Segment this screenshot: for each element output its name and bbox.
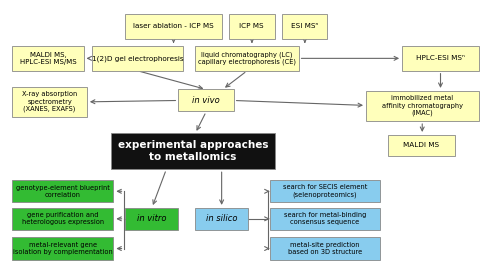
FancyBboxPatch shape (125, 208, 178, 230)
Text: in silico: in silico (206, 214, 237, 223)
FancyBboxPatch shape (402, 46, 479, 71)
Text: X-ray absorption
spectrometry
(XANES, EXAFS): X-ray absorption spectrometry (XANES, EX… (22, 91, 77, 112)
FancyBboxPatch shape (270, 208, 380, 230)
Text: genotype-element blueprint
correlation: genotype-element blueprint correlation (16, 185, 110, 198)
FancyBboxPatch shape (12, 87, 87, 117)
FancyBboxPatch shape (270, 237, 380, 260)
Text: HPLC-ESI MSⁿ: HPLC-ESI MSⁿ (416, 55, 465, 61)
Text: ICP MS: ICP MS (240, 23, 264, 29)
Text: immobilized metal
affinity chromatography
(IMAC): immobilized metal affinity chromatograph… (382, 95, 463, 116)
FancyBboxPatch shape (229, 14, 274, 39)
FancyBboxPatch shape (125, 14, 221, 39)
Text: experimental approaches
to metallomics: experimental approaches to metallomics (118, 140, 268, 162)
Text: laser ablation - ICP MS: laser ablation - ICP MS (133, 23, 214, 29)
Text: gene purification and
heterologous expression: gene purification and heterologous expre… (22, 212, 104, 225)
Text: metal-relevant gene
isolation by complementation: metal-relevant gene isolation by complem… (13, 242, 113, 255)
FancyBboxPatch shape (12, 46, 84, 71)
FancyBboxPatch shape (195, 46, 298, 71)
FancyBboxPatch shape (282, 14, 327, 39)
FancyBboxPatch shape (178, 90, 234, 111)
Text: MALDI MS: MALDI MS (403, 142, 440, 148)
FancyBboxPatch shape (388, 135, 455, 155)
Text: liquid chromatography (LC)
capillary electrophoresis (CE): liquid chromatography (LC) capillary ele… (198, 51, 296, 66)
Text: ESI MSⁿ: ESI MSⁿ (291, 23, 318, 29)
Text: metal-site prediction
based on 3D structure: metal-site prediction based on 3D struct… (288, 242, 362, 255)
Text: 1(2)D gel electrophoresis: 1(2)D gel electrophoresis (92, 55, 183, 62)
Text: MALDI MS,
HPLC-ESI MS/MS: MALDI MS, HPLC-ESI MS/MS (20, 52, 76, 65)
FancyBboxPatch shape (92, 46, 183, 71)
FancyBboxPatch shape (12, 180, 113, 202)
Text: in vivo: in vivo (192, 96, 220, 105)
FancyBboxPatch shape (12, 237, 113, 260)
FancyBboxPatch shape (195, 208, 248, 230)
Text: in vitro: in vitro (137, 214, 167, 223)
FancyBboxPatch shape (12, 208, 113, 230)
Text: search for metal-binding
consensus sequence: search for metal-binding consensus seque… (284, 212, 366, 225)
FancyBboxPatch shape (270, 180, 380, 202)
Text: search for SECIS element
(selenoproteomics): search for SECIS element (selenoproteomi… (283, 184, 367, 198)
FancyBboxPatch shape (111, 133, 274, 169)
FancyBboxPatch shape (366, 91, 479, 121)
